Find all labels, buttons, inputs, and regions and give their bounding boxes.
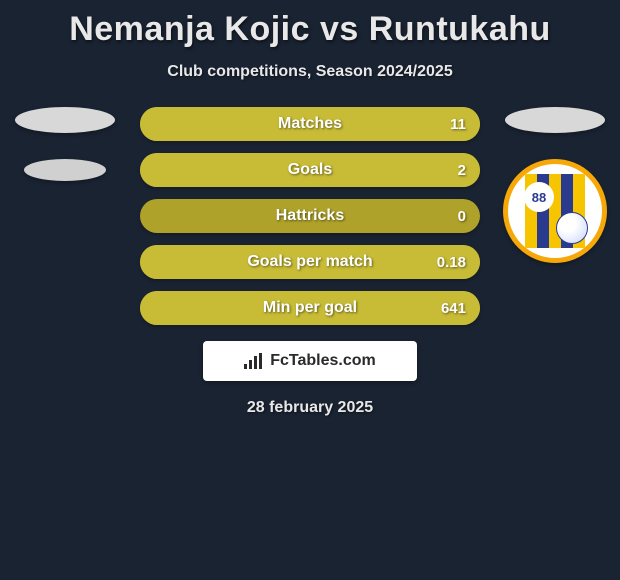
player-photo-placeholder xyxy=(15,107,115,133)
stat-bars: Matches 11 Goals 2 Hattricks 0 Goals per match… xyxy=(140,107,480,325)
stat-bar: Matches 11 xyxy=(140,107,480,141)
stat-value-right: 0.18 xyxy=(437,245,466,279)
brand-card: FcTables.com xyxy=(203,341,417,381)
stat-value-right: 0 xyxy=(458,199,466,233)
club-badge-placeholder xyxy=(24,159,106,181)
badge-number: 88 xyxy=(524,182,554,212)
soccer-ball-icon xyxy=(556,212,588,244)
left-player-col xyxy=(10,107,120,207)
club-badge: 88 xyxy=(503,159,607,263)
stat-value-right: 641 xyxy=(441,291,466,325)
bar-chart-icon xyxy=(244,353,264,369)
stat-label: Hattricks xyxy=(276,207,344,225)
stat-value-right: 2 xyxy=(458,153,466,187)
body: 88 Matches 11 Goals 2 Hattricks 0 Goals per ma… xyxy=(0,107,620,325)
right-player-col: 88 xyxy=(500,107,610,263)
stat-bar: Goals per match 0.18 xyxy=(140,245,480,279)
page-subtitle: Club competitions, Season 2024/2025 xyxy=(0,63,620,81)
stat-label: Min per goal xyxy=(263,299,357,317)
page-title: Nemanja Kojic vs Runtukahu xyxy=(0,0,620,49)
stat-label: Matches xyxy=(278,115,342,133)
comparison-infographic: Nemanja Kojic vs Runtukahu Club competit… xyxy=(0,0,620,580)
stat-label: Goals xyxy=(288,161,332,179)
footer-date: 28 february 2025 xyxy=(0,399,620,417)
stat-value-right: 11 xyxy=(450,107,466,141)
stat-label: Goals per match xyxy=(247,253,372,271)
brand-text: FcTables.com xyxy=(270,352,376,370)
stat-bar: Min per goal 641 xyxy=(140,291,480,325)
stat-bar: Goals 2 xyxy=(140,153,480,187)
stat-bar: Hattricks 0 xyxy=(140,199,480,233)
player-photo-placeholder xyxy=(505,107,605,133)
